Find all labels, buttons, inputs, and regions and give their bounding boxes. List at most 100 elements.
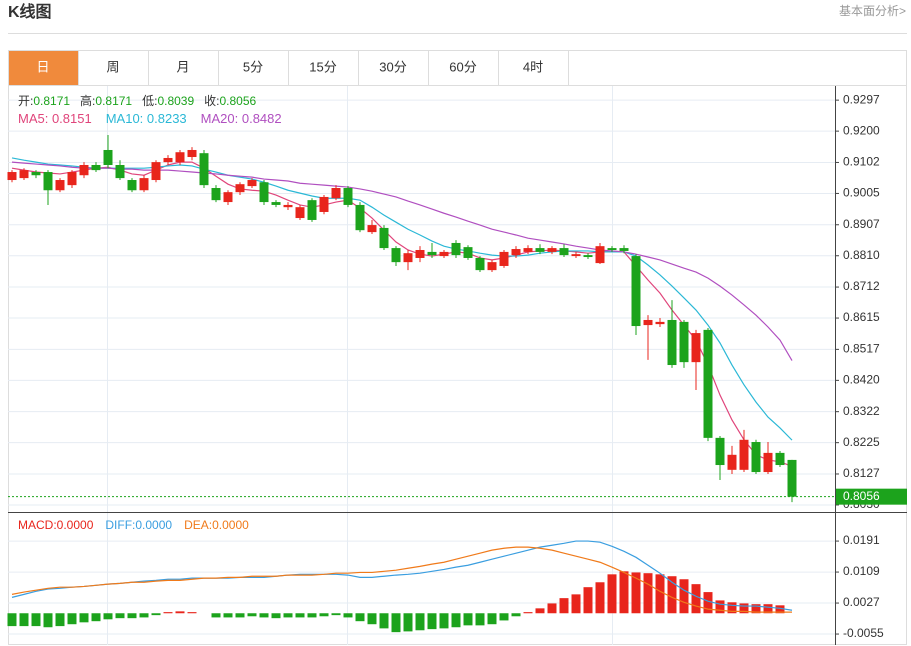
y-tick-label: 0.9102 [843,155,880,169]
macd-bar [535,608,545,614]
candle-body [331,188,341,199]
y-tick-label: -0.0055 [843,626,884,640]
macd-bar [619,571,629,614]
candle-body [643,319,653,326]
candle-body [223,192,233,203]
macd-bar [343,613,353,618]
y-tick-label: 0.8615 [843,310,880,324]
y-tick-label: 0.9297 [843,92,880,106]
candle-body [523,248,533,252]
candle-body [415,249,425,258]
macd-bar [103,613,113,620]
macd-bar [739,603,749,614]
candle-body [367,225,377,233]
macd-bar [223,613,233,618]
candle-body [175,152,185,163]
ohlc-info: 开:0.8171 高:0.8171 低:0.8039 收:0.8056 [18,93,257,108]
fundamental-link[interactable]: 基本面分析> [839,4,906,18]
tab-label[interactable]: 60分 [449,59,476,74]
legend-entry: DEA:0.0000 [184,518,249,532]
macd-bar [703,592,713,614]
tab-label[interactable]: 周 [106,59,119,74]
candle-body [451,242,461,256]
macd-bar [775,605,785,614]
tab-label[interactable]: 月 [176,59,189,74]
tab[interactable] [148,50,219,86]
ohlc-label: 低: [142,94,157,108]
macd-bar [511,613,521,617]
legend-entry: MACD:0.0000 [18,518,94,532]
legend-entry: MA20: 0.8482 [201,111,282,126]
tab-label[interactable]: 30分 [379,59,406,74]
candle-body [79,165,89,176]
ohlc-label: 开: [18,94,33,108]
macd-bar [691,584,701,614]
tab[interactable] [358,50,429,86]
chart-frame [8,50,907,645]
candle-body [619,248,629,251]
macd-bar [79,613,89,623]
last-price-box [836,488,907,505]
candle-body [31,172,41,176]
macd-bar [463,613,473,626]
macd-bar [55,613,65,627]
candle-body [715,437,725,466]
tab[interactable] [78,50,149,86]
ohlc-value: 0.8056 [219,94,256,108]
ohlc-label: 高: [80,93,95,108]
legend-entry: MA5: 0.8151 [18,111,92,126]
macd-bar [571,594,581,614]
tab[interactable] [8,50,79,86]
macd-bar [679,579,689,614]
candle-body [103,149,113,166]
y-tick-label: 0.8420 [843,373,880,387]
widget-title: K线图 [8,2,52,21]
macd-bar [283,613,293,618]
tab-label[interactable]: 日 [36,59,49,74]
macd-bar [211,613,221,618]
macd-bar [643,573,653,614]
macd-bar [367,613,377,625]
macd-bar [583,587,593,614]
macd-bar [331,613,341,616]
legend-entry: DIFF:0.0000 [105,518,172,532]
candle-body [379,227,389,249]
macd-bar [727,602,737,614]
candle-body [355,204,365,231]
tab-label[interactable]: 4时 [523,59,543,74]
macd-bar [403,613,413,632]
tab-label[interactable]: 5分 [243,59,263,74]
candle-body [535,248,545,252]
candle-body [247,180,257,187]
candle-body [67,172,77,186]
y-tick-label: 0.8810 [843,248,880,262]
macd-bar [547,603,557,614]
tab[interactable] [218,50,289,86]
ohlc-value: 0.8171 [33,94,70,108]
tab[interactable] [428,50,499,86]
tab-label[interactable]: 15分 [309,59,336,74]
macd-bar [235,613,245,618]
candle-body [55,180,65,191]
y-tick-label: 0.8907 [843,217,880,231]
indicator-line [11,157,793,441]
tab[interactable] [498,50,569,86]
candle-body [499,251,509,266]
macd-bar [139,613,149,618]
ohlc-value: 0.8171 [95,94,132,108]
candle-body [595,246,605,264]
candle-body [703,329,713,438]
indicator-line [11,161,793,467]
ohlc-value: 0.8039 [157,94,194,108]
y-tick-label: 0.8712 [843,279,880,293]
macd-bar [115,613,125,619]
candle-body [739,439,749,470]
y-tick-label: 0.8322 [843,404,880,418]
candle-body [559,248,569,256]
macd-bar [127,613,137,619]
candle-body [475,257,485,271]
candle-body [691,333,701,363]
candle-body [607,248,617,250]
last-price-label: 0.8056 [843,489,880,503]
candle-body [343,188,353,205]
